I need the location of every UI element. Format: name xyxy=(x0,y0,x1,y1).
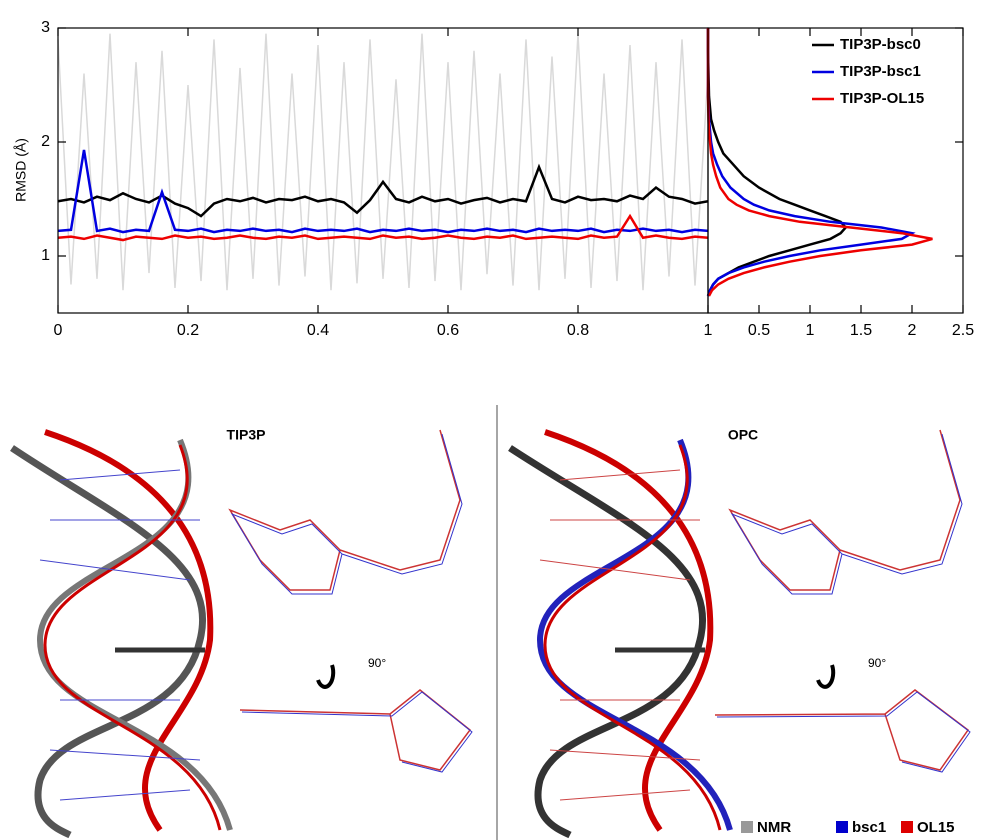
legend-swatch xyxy=(741,821,753,833)
y-tick-label: 3 xyxy=(41,19,50,36)
x-tick-label: 1 xyxy=(806,322,815,339)
y-tick-label: 2 xyxy=(41,133,50,150)
x-tick-label: 0.5 xyxy=(748,322,770,339)
panel-title: OPC xyxy=(728,427,758,443)
legend-label: TIP3P-OL15 xyxy=(840,90,924,107)
legend-label: NMR xyxy=(757,819,791,836)
x-tick-label: 0.8 xyxy=(567,322,589,339)
legend-label: TIP3P-bsc0 xyxy=(840,36,921,53)
series-line xyxy=(57,33,709,291)
legend-swatch xyxy=(836,821,848,833)
distribution-line xyxy=(706,28,933,297)
series-line xyxy=(57,149,709,234)
x-tick-label: 0.2 xyxy=(177,322,199,339)
helix-right xyxy=(508,429,971,839)
helix-left xyxy=(10,429,473,839)
x-tick-label: 0.6 xyxy=(437,322,459,339)
panel-title: TIP3P xyxy=(227,427,266,443)
rotation-label: 90° xyxy=(368,656,386,670)
series-line xyxy=(57,163,709,218)
rotation-label: 90° xyxy=(868,656,886,670)
x-tick-label: 2.5 xyxy=(952,322,974,339)
x-tick-label: 1 xyxy=(704,322,713,339)
y-axis-label: RMSD (Å) xyxy=(13,138,29,202)
x-tick-label: 2 xyxy=(908,322,917,339)
legend-label: bsc1 xyxy=(852,819,886,836)
x-tick-label: 0 xyxy=(54,322,63,339)
legend-label: TIP3P-bsc1 xyxy=(840,63,921,80)
legend-label: OL15 xyxy=(917,819,955,836)
legend-swatch xyxy=(901,821,913,833)
plot-frame xyxy=(707,27,964,314)
y-tick-label: 1 xyxy=(41,247,50,264)
x-tick-label: 0.4 xyxy=(307,322,329,339)
series-line xyxy=(57,213,709,242)
structures xyxy=(10,405,971,840)
x-tick-label: 1.5 xyxy=(850,322,872,339)
